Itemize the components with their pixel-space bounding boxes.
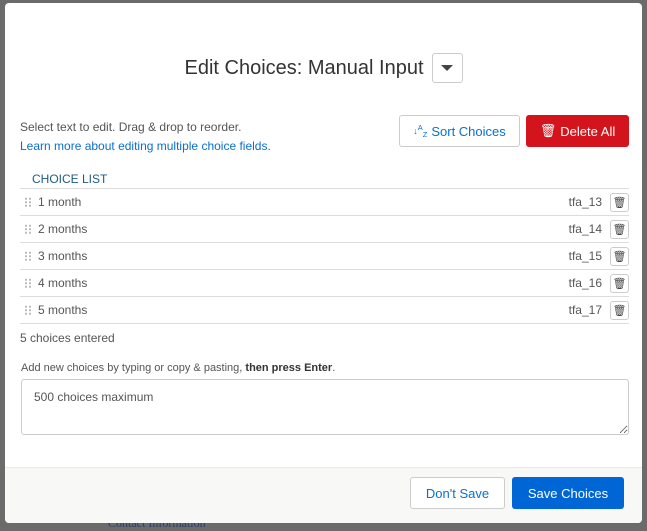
dialog-header: Edit Choices: Manual Input bbox=[5, 53, 642, 83]
choice-label[interactable]: 4 months bbox=[38, 276, 88, 290]
dialog-title: Edit Choices: Manual Input bbox=[184, 56, 424, 79]
delete-choice-button[interactable]: 🗑 bbox=[610, 192, 629, 212]
delete-all-button[interactable]: 🗑 Delete All bbox=[526, 115, 629, 147]
drag-handle-icon[interactable] bbox=[24, 197, 32, 207]
choice-label[interactable]: 3 months bbox=[38, 249, 88, 263]
drag-handle-icon[interactable] bbox=[24, 224, 32, 234]
choice-list: 1 month tfa_13 🗑 2 months tfa_14 🗑 3 months t… bbox=[20, 188, 629, 324]
choice-code: tfa_15 bbox=[568, 249, 602, 263]
choice-list-header: CHOICE LIST bbox=[32, 172, 108, 186]
choice-row[interactable]: 5 months tfa_17 🗑 bbox=[20, 297, 629, 324]
caret-down-icon bbox=[441, 65, 454, 71]
add-help-end: . bbox=[332, 362, 336, 374]
new-choices-input[interactable] bbox=[21, 379, 629, 435]
choice-count: 5 choices entered bbox=[20, 331, 115, 345]
choice-code: tfa_17 bbox=[568, 303, 602, 317]
choice-label[interactable]: 2 months bbox=[38, 222, 88, 236]
save-choices-button[interactable]: Save Choices bbox=[512, 477, 624, 509]
choice-code: tfa_14 bbox=[568, 222, 602, 236]
choice-label[interactable]: 1 month bbox=[38, 195, 82, 209]
input-mode-dropdown[interactable] bbox=[431, 53, 463, 83]
choice-row[interactable]: 4 months tfa_16 🗑 bbox=[20, 270, 629, 297]
choice-code: tfa_13 bbox=[568, 195, 602, 209]
choice-row[interactable]: 2 months tfa_14 🗑 bbox=[20, 216, 629, 243]
add-choices-help: Add new choices by typing or copy & past… bbox=[21, 362, 335, 374]
delete-choice-button[interactable]: 🗑 bbox=[610, 219, 629, 239]
choice-label[interactable]: 5 months bbox=[38, 303, 88, 317]
add-help-text: Add new choices by typing or copy & past… bbox=[21, 362, 246, 374]
choice-row[interactable]: 1 month tfa_13 🗑 bbox=[20, 189, 629, 216]
help-text: Select text to edit. Drag & drop to reor… bbox=[20, 120, 242, 134]
sort-alpha-icon: ↓AZ bbox=[413, 122, 428, 139]
choice-row[interactable]: 3 months tfa_15 🗑 bbox=[20, 243, 629, 270]
edit-choices-dialog: Edit Choices: Manual Input Select text t… bbox=[5, 3, 642, 523]
trash-icon: 🗑 bbox=[539, 123, 557, 138]
drag-handle-icon[interactable] bbox=[24, 278, 32, 288]
help-section: Select text to edit. Drag & drop to reor… bbox=[20, 118, 271, 156]
delete-choice-button[interactable]: 🗑 bbox=[610, 273, 629, 293]
learn-more-link[interactable]: Learn more about editing multiple choice… bbox=[20, 139, 271, 153]
drag-handle-icon[interactable] bbox=[24, 251, 32, 261]
delete-all-label: Delete All bbox=[560, 123, 616, 139]
drag-handle-icon[interactable] bbox=[24, 305, 32, 315]
dont-save-button[interactable]: Don't Save bbox=[410, 477, 505, 509]
sort-choices-label: Sort Choices bbox=[431, 123, 506, 139]
add-help-bold: then press Enter bbox=[245, 362, 333, 374]
delete-choice-button[interactable]: 🗑 bbox=[610, 300, 629, 320]
sort-choices-button[interactable]: ↓AZ Sort Choices bbox=[399, 115, 520, 147]
choice-code: tfa_16 bbox=[568, 276, 602, 290]
delete-choice-button[interactable]: 🗑 bbox=[610, 246, 629, 266]
